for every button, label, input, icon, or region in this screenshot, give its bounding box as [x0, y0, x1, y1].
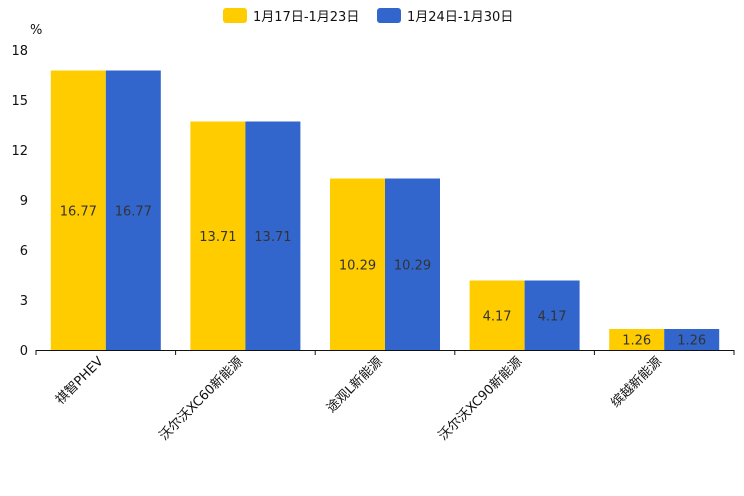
bars: 16.77 16.77 13.71 13.71 10.29 10.29 4.17 4.17 1.…	[50, 70, 720, 350]
bar-data-label: 16.77	[115, 204, 152, 219]
bar-data-label: 10.29	[339, 258, 376, 273]
bar-series1-1	[50, 70, 106, 350]
legend-label-1: 1月17日-1月23日	[253, 10, 359, 25]
y-tick-label: 12	[11, 144, 28, 159]
legend-swatch-2	[377, 8, 401, 23]
legend-swatch-1	[223, 8, 247, 23]
y-tick-label: 15	[11, 94, 28, 109]
bar-data-label: 13.71	[254, 230, 291, 245]
x-category-label: 途观L新能源	[323, 354, 385, 416]
y-axis-unit-label: %	[30, 23, 42, 38]
bar-series2-1	[105, 70, 161, 350]
legend-label-2: 1月24日-1月30日	[407, 10, 513, 25]
x-category-label: 祺智PHEV	[53, 354, 107, 408]
bar-series1-3	[330, 178, 385, 350]
bar-series1-2	[190, 121, 246, 350]
y-axis: 0 3 6 9 12 15 18	[11, 44, 28, 359]
bar-series1-5	[609, 329, 665, 350]
bar-data-label: 4.17	[483, 309, 512, 324]
bar-series2-4	[524, 280, 580, 350]
bar-data-label: 4.17	[538, 309, 567, 324]
x-category-label: 缤越新能源	[608, 354, 665, 411]
bar-data-label: 1.26	[677, 334, 706, 349]
legend-item-1: 1月17日-1月23日	[223, 8, 359, 25]
bar-data-label: 13.71	[199, 230, 236, 245]
bar-data-label: 1.26	[622, 334, 651, 349]
bar-data-label: 16.77	[60, 204, 97, 219]
x-axis: 祺智PHEV 沃尔沃XC60新能源 途观L新能源 沃尔沃XC90新能源 缤越新能源	[35, 350, 735, 444]
y-tick-label: 3	[20, 294, 28, 309]
bar-series1-4	[469, 280, 525, 350]
y-tick-label: 18	[11, 44, 28, 59]
legend-item-2: 1月24日-1月30日	[377, 8, 513, 25]
y-tick-label: 6	[20, 244, 28, 259]
bar-series2-5	[664, 329, 720, 350]
legend: 1月17日-1月23日 1月24日-1月30日	[223, 8, 513, 25]
x-category-label: 沃尔沃XC60新能源	[156, 354, 246, 444]
y-tick-label: 9	[20, 194, 28, 209]
bar-series2-3	[385, 178, 440, 350]
bar-series2-2	[245, 121, 301, 350]
bar-data-label: 10.29	[394, 258, 431, 273]
y-tick-label: 0	[20, 344, 28, 359]
x-category-label: 沃尔沃XC90新能源	[435, 354, 525, 444]
